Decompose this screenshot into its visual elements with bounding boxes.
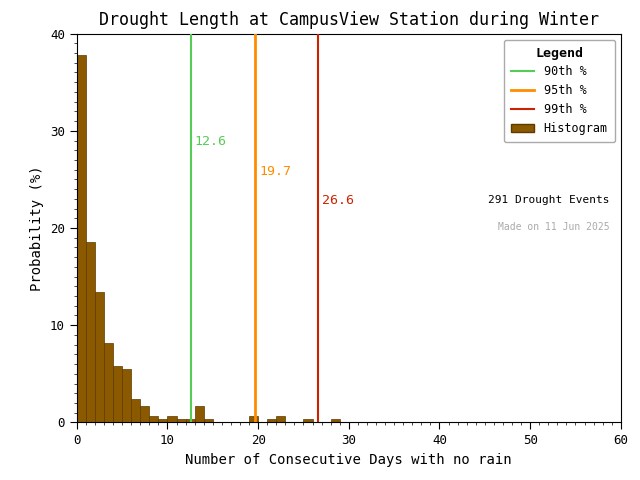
Text: 26.6: 26.6: [321, 194, 353, 207]
Bar: [186, 420, 195, 422]
Bar: [140, 406, 149, 422]
Bar: [95, 292, 104, 422]
Bar: [331, 420, 340, 422]
Bar: [195, 406, 204, 422]
Bar: [104, 343, 113, 422]
Text: 291 Drought Events: 291 Drought Events: [488, 195, 610, 205]
Bar: [303, 420, 312, 422]
Bar: [177, 420, 186, 422]
Text: Made on 11 Jun 2025: Made on 11 Jun 2025: [499, 222, 610, 232]
Bar: [158, 420, 168, 422]
Title: Drought Length at CampusView Station during Winter: Drought Length at CampusView Station dur…: [99, 11, 599, 29]
X-axis label: Number of Consecutive Days with no rain: Number of Consecutive Days with no rain: [186, 453, 512, 467]
Bar: [149, 416, 158, 422]
Bar: [268, 420, 276, 422]
Legend: 90th %, 95th %, 99th %, Histogram: 90th %, 95th %, 99th %, Histogram: [504, 39, 615, 142]
Bar: [276, 416, 285, 422]
Bar: [122, 369, 131, 422]
Y-axis label: Probability (%): Probability (%): [31, 165, 44, 291]
Text: 12.6: 12.6: [195, 135, 227, 148]
Bar: [77, 55, 86, 422]
Bar: [249, 416, 258, 422]
Bar: [131, 399, 140, 422]
Text: 19.7: 19.7: [259, 165, 291, 178]
Bar: [113, 366, 122, 422]
Bar: [86, 241, 95, 422]
Bar: [204, 420, 212, 422]
Bar: [168, 416, 177, 422]
